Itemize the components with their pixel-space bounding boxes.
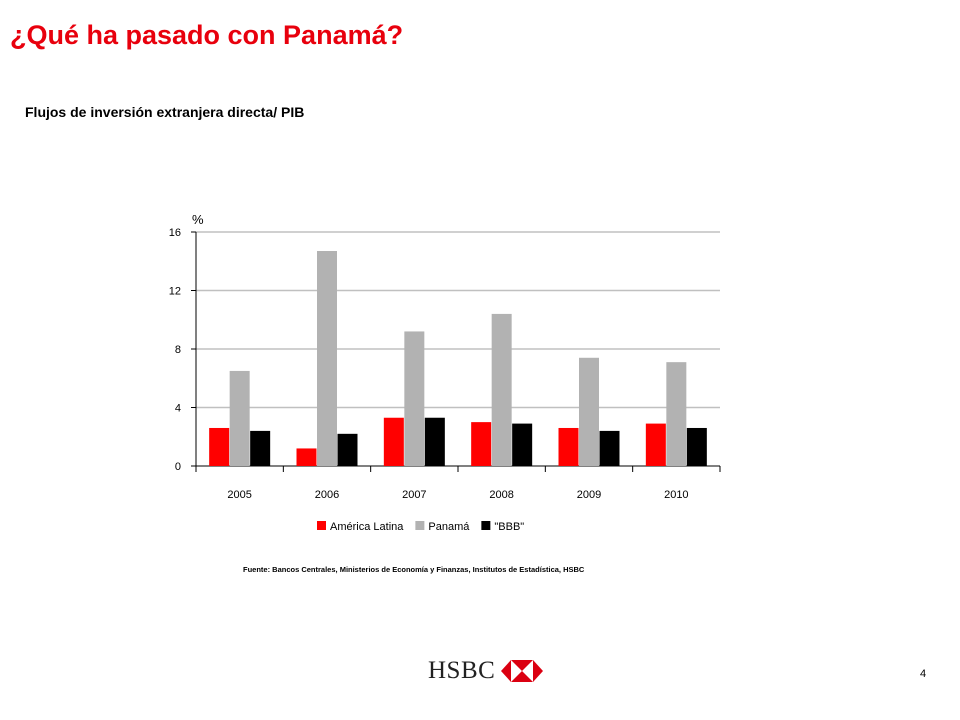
y-tick-label: 0 <box>175 461 181 473</box>
slide-title: ¿Qué ha pasado con Panamá? <box>10 20 404 50</box>
bar-2006-0 <box>296 448 317 466</box>
bar-2009-2 <box>599 430 620 466</box>
x-tick-label: 2008 <box>489 489 513 501</box>
bar-2005-0 <box>209 427 230 466</box>
legend-swatch-2 <box>481 521 491 530</box>
y-tick-label: 8 <box>175 344 181 356</box>
x-tick-label: 2005 <box>227 489 251 501</box>
x-tick-label: 2009 <box>577 489 601 501</box>
y-tick-label: 12 <box>169 286 181 298</box>
bar-2007-1 <box>404 331 425 466</box>
source-note: Fuente: Bancos Centrales, Ministerios de… <box>243 565 585 574</box>
bar-2010-2 <box>686 427 707 466</box>
x-tick-label: 2007 <box>402 489 426 501</box>
bar-2007-0 <box>383 417 404 466</box>
bar-2005-1 <box>229 370 250 466</box>
legend-label-1: Panamá <box>428 521 470 533</box>
legend-label-2: "BBB" <box>494 521 524 533</box>
bar-2010-0 <box>645 423 666 466</box>
y-axis-label: % <box>192 212 204 227</box>
y-tick-label: 16 <box>169 227 181 239</box>
legend-label-0: América Latina <box>330 521 404 533</box>
hsbc-logo: HSBC <box>428 657 544 685</box>
bar-2006-2 <box>337 433 358 466</box>
legend-swatch-1 <box>415 521 425 530</box>
legend-swatch-0 <box>317 521 326 530</box>
hsbc-logo-text: HSBC <box>428 657 496 684</box>
bar-2008-2 <box>512 423 533 466</box>
bar-2008-1 <box>491 313 512 466</box>
hsbc-hexagon-icon <box>501 660 544 682</box>
bar-2008-0 <box>471 422 492 466</box>
page-number: 4 <box>920 668 927 680</box>
y-tick-label: 4 <box>175 403 181 415</box>
bar-2007-2 <box>424 417 445 466</box>
bar-2009-1 <box>579 357 599 466</box>
x-tick-label: 2010 <box>664 489 688 501</box>
bar-chart: 0 4 8 12 16% 2005 2006 2007 2008 2009 2010 América … <box>169 212 721 533</box>
x-tick-label: 2006 <box>315 489 339 501</box>
bar-2006-1 <box>317 251 337 466</box>
bar-2009-0 <box>558 427 579 466</box>
bar-2010-1 <box>666 362 687 466</box>
chart-subtitle: Flujos de inversión extranjera directa/ … <box>25 104 305 120</box>
bar-2005-2 <box>250 430 271 466</box>
